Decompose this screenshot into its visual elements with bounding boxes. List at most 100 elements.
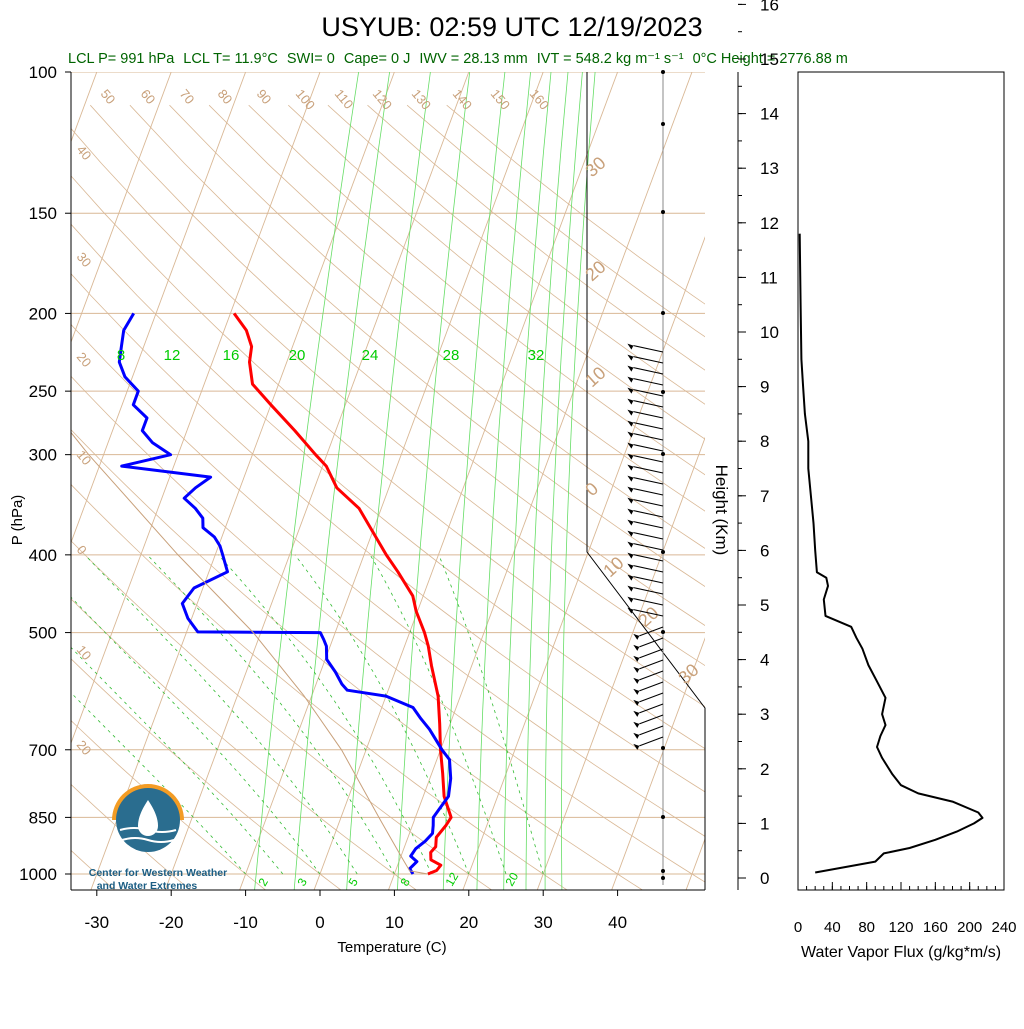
wind-staff-dot <box>661 869 665 873</box>
wind-staff-dot <box>661 210 665 214</box>
isotherm-label: 40 <box>74 142 95 163</box>
wind-barb <box>633 357 663 363</box>
wind-barb <box>633 522 663 528</box>
wind-barb-flag <box>633 678 639 684</box>
isotherm-line <box>760 54 1024 891</box>
isotherm-label: 130 <box>409 86 434 112</box>
wind-barb-flag <box>627 586 633 592</box>
mixing-ratio-label: 12 <box>164 347 181 364</box>
dry-adiabat-label: 20 <box>581 257 609 285</box>
flux-x-tick-label: 80 <box>858 919 875 936</box>
wind-barb <box>633 533 663 539</box>
parcel-line <box>0 72 428 874</box>
isotherm-label: 150 <box>488 86 513 112</box>
wind-staff-dot <box>661 311 665 315</box>
wind-barb-flag <box>627 520 633 526</box>
wind-barb-flag <box>633 722 639 728</box>
mixing-ratio-label: 8 <box>397 875 413 888</box>
wind-barb-flag <box>627 355 633 361</box>
wind-barb <box>633 379 663 385</box>
wind-barb-flag <box>633 733 639 739</box>
isotherm-line <box>314 54 625 891</box>
height-tick-label: 3 <box>760 705 769 724</box>
skewt-grid <box>0 54 1024 891</box>
wind-staff-dot <box>661 550 665 554</box>
background-lines <box>0 54 1024 891</box>
y-axis-tick-label: 400 <box>29 546 57 565</box>
wind-staff-dot <box>661 452 665 456</box>
mixing-ratio-label: 16 <box>223 347 240 364</box>
mixing-ratio-label: 24 <box>362 347 379 364</box>
wind-barb <box>633 423 663 429</box>
y-axis-tick-label: 850 <box>29 808 57 827</box>
y-axis-tick-label: 150 <box>29 204 57 223</box>
wind-barb-flag <box>627 487 633 493</box>
profile-lines <box>0 72 983 874</box>
dry-adiabat-label: 30 <box>674 660 702 688</box>
mixing-ratio-line <box>255 72 359 891</box>
dry-adiabat-line <box>447 105 1024 891</box>
height-tick-label: 15 <box>760 50 779 69</box>
wind-barb-flag <box>627 465 633 471</box>
height-tick-label: 5 <box>760 596 769 615</box>
x-axis-tick-label: -30 <box>85 913 110 932</box>
height-tick-label: 8 <box>760 432 769 451</box>
wind-barb <box>633 489 663 495</box>
wind-barb <box>639 693 663 702</box>
wind-barb <box>639 726 663 735</box>
y-axis-tick-label: 500 <box>29 624 57 643</box>
wind-barb-flag <box>627 443 633 449</box>
dry-adiabat-label: 20 <box>634 603 662 631</box>
mixing-ratio-label: 12 <box>442 870 461 889</box>
wind-barb-flag <box>627 377 633 383</box>
height-tick-label: 1 <box>760 814 769 833</box>
x-axis-tick-label: 40 <box>608 913 627 932</box>
subtitle-iwv: IWV = 28.13 mm <box>419 51 527 67</box>
isotherm-line <box>165 54 476 891</box>
wind-barb-flag <box>627 542 633 548</box>
isotherm-line <box>686 54 997 891</box>
height-tick-label: 16 <box>760 0 779 14</box>
height-tick-label: 6 <box>760 541 769 560</box>
isotherm-line <box>537 54 848 891</box>
dry-adiabat-line <box>0 105 644 891</box>
logo-text-line2: and Water Extremes <box>97 880 198 892</box>
isotherm-line <box>90 54 401 891</box>
flux-profile-group <box>800 234 983 873</box>
wind-barb-flag <box>627 597 633 603</box>
wind-barb-flag <box>633 656 639 662</box>
mixing-ratio-label: 20 <box>289 347 306 364</box>
wind-barb <box>639 638 663 647</box>
subtitle-lcl-t: LCL T= 11.9°C <box>183 51 278 67</box>
y-axis-tick-label: 700 <box>29 741 57 760</box>
isotherm-label: 20 <box>74 349 95 370</box>
mixing-ratio-label: 5 <box>345 875 361 888</box>
x-axis-tick-label: 10 <box>385 913 404 932</box>
wind-staff-dot <box>661 815 665 819</box>
y-axis-label: P (hPa) <box>9 495 26 546</box>
wind-barb-flag <box>627 498 633 504</box>
wind-staff-dot <box>661 876 665 880</box>
wind-barb-flag <box>633 645 639 651</box>
flux-x-tick-label: 160 <box>923 919 948 936</box>
wind-staff-dot <box>661 122 665 126</box>
wind-barb-flag <box>633 667 639 673</box>
isotherm-line <box>0 54 29 891</box>
isotherm-label: 120 <box>370 86 395 112</box>
wind-barb <box>639 671 663 680</box>
y-axis-tick-label: 200 <box>29 304 57 323</box>
x-axis-tick-label: 0 <box>315 913 324 932</box>
wind-barb <box>633 346 663 352</box>
isotherm-label: 10 <box>74 642 95 663</box>
isotherm-label: 90 <box>254 86 275 107</box>
wind-barb <box>633 511 663 517</box>
wind-barb <box>633 412 663 418</box>
dry-adiabat-label: 0 <box>581 478 602 500</box>
mixing-ratio-label: 8 <box>117 347 125 364</box>
wind-barb <box>633 434 663 440</box>
flux-panel-frame <box>798 72 1004 890</box>
wind-barb <box>639 627 663 636</box>
